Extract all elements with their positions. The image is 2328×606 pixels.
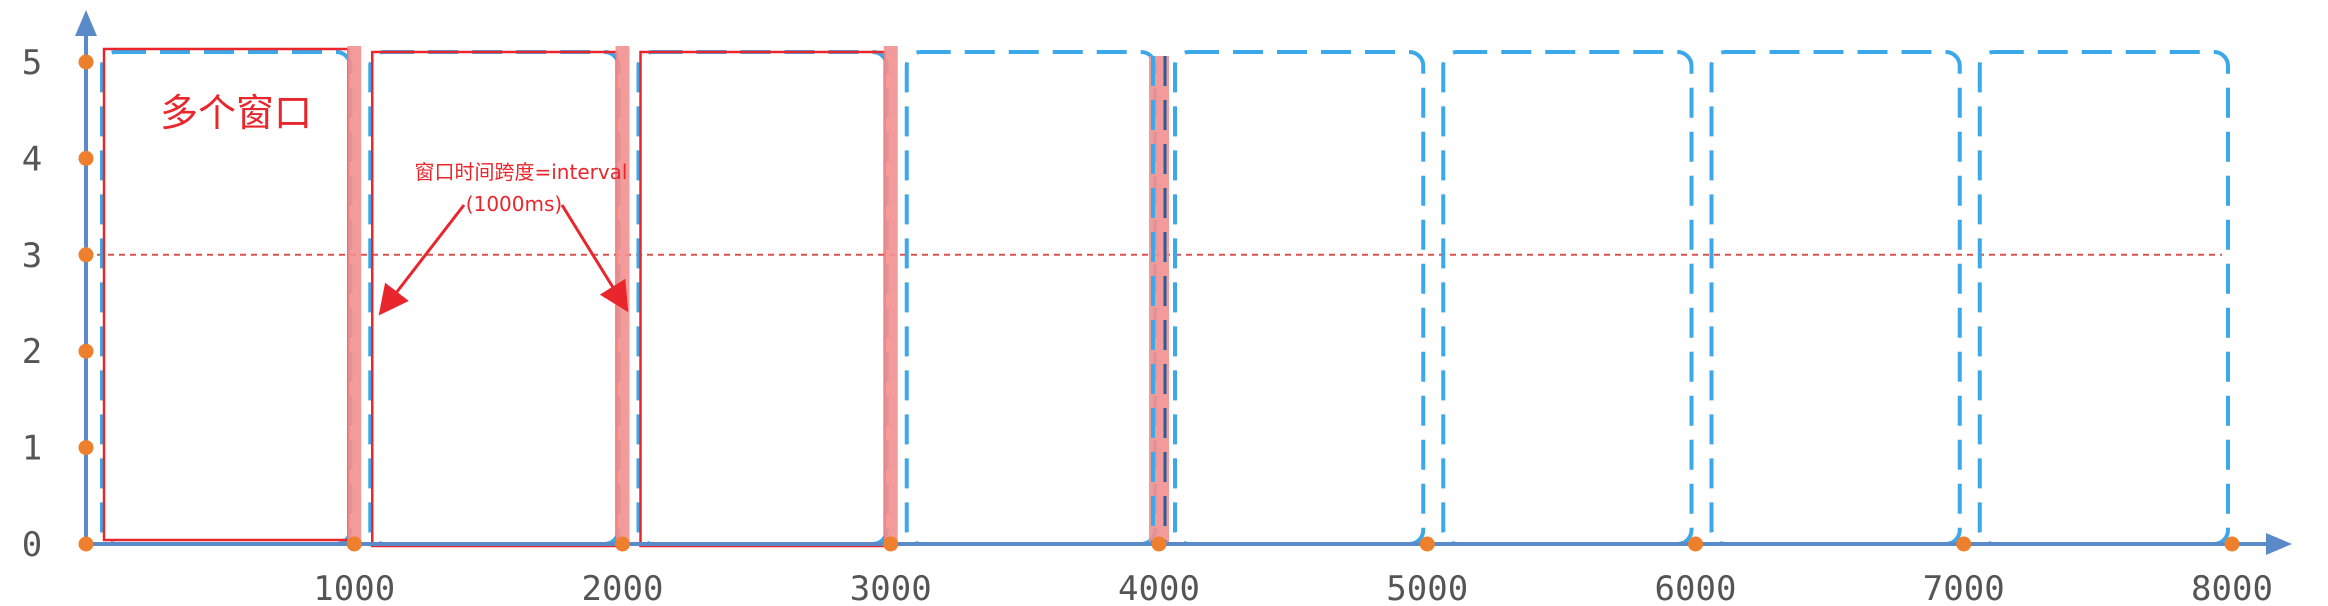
x-point-2000 bbox=[615, 536, 630, 552]
y-point-3 bbox=[78, 247, 94, 263]
y-axis-arrow-icon bbox=[75, 10, 97, 36]
window-outline-6 bbox=[1441, 50, 1694, 546]
y-tick-label-5: 5 bbox=[22, 43, 42, 83]
highlight-box-2 bbox=[371, 50, 618, 548]
window-outline-2 bbox=[368, 50, 621, 546]
boundary-bar-1000 bbox=[347, 46, 362, 544]
y-tick-label-2: 2 bbox=[22, 332, 42, 372]
y-tick-label-3: 3 bbox=[22, 236, 42, 276]
x-tick-points bbox=[346, 536, 2240, 552]
window-outline-5 bbox=[1173, 50, 1426, 546]
multiple-windows-title: 多个窗口 bbox=[160, 91, 312, 135]
y-point-0 bbox=[78, 536, 94, 552]
y-point-4 bbox=[78, 150, 94, 166]
x-point-6000 bbox=[1688, 536, 1703, 552]
x-tick-label-2000: 2000 bbox=[582, 569, 664, 606]
x-point-3000 bbox=[883, 536, 899, 552]
x-point-8000 bbox=[2224, 536, 2240, 552]
y-tick-label-4: 4 bbox=[22, 139, 42, 179]
x-point-7000 bbox=[1956, 536, 1972, 552]
x-point-1000 bbox=[346, 536, 362, 552]
y-tick-points bbox=[78, 54, 94, 552]
x-tick-label-6000: 6000 bbox=[1655, 569, 1737, 606]
highlight-box-3 bbox=[639, 50, 886, 548]
x-tick-labels: 1000 2000 3000 4000 5000 6000 7000 8000 bbox=[313, 569, 2273, 606]
x-tick-label-8000: 8000 bbox=[2191, 569, 2273, 606]
window-outline-3 bbox=[636, 50, 889, 546]
x-point-5000 bbox=[1419, 536, 1435, 552]
x-tick-label-4000: 4000 bbox=[1118, 569, 1200, 606]
y-point-1 bbox=[78, 440, 94, 456]
x-tick-label-7000: 7000 bbox=[1923, 569, 2005, 606]
y-tick-label-0: 0 bbox=[22, 525, 42, 565]
window-outline-4 bbox=[904, 50, 1157, 546]
window-span-value: (1000ms) bbox=[466, 192, 562, 216]
window-boundary-markers bbox=[347, 46, 1169, 544]
y-point-2 bbox=[78, 343, 94, 359]
boundary-bar-3000 bbox=[883, 46, 898, 544]
y-point-5 bbox=[78, 54, 94, 70]
window-outline-8 bbox=[1977, 50, 2230, 546]
y-tick-labels: 0 1 2 3 4 5 bbox=[22, 43, 42, 565]
left-arrow-icon bbox=[378, 204, 466, 316]
x-tick-label-3000: 3000 bbox=[850, 569, 932, 606]
right-arrow-icon bbox=[560, 204, 629, 313]
x-tick-label-1000: 1000 bbox=[313, 569, 395, 606]
x-point-4000 bbox=[1151, 536, 1167, 552]
window-outline-7 bbox=[1709, 50, 1962, 546]
window-span-note: 窗口时间跨度=interval bbox=[414, 160, 627, 184]
x-tick-label-5000: 5000 bbox=[1386, 569, 1468, 606]
y-tick-label-1: 1 bbox=[22, 429, 42, 469]
x-axis-arrow-icon bbox=[2266, 533, 2292, 555]
